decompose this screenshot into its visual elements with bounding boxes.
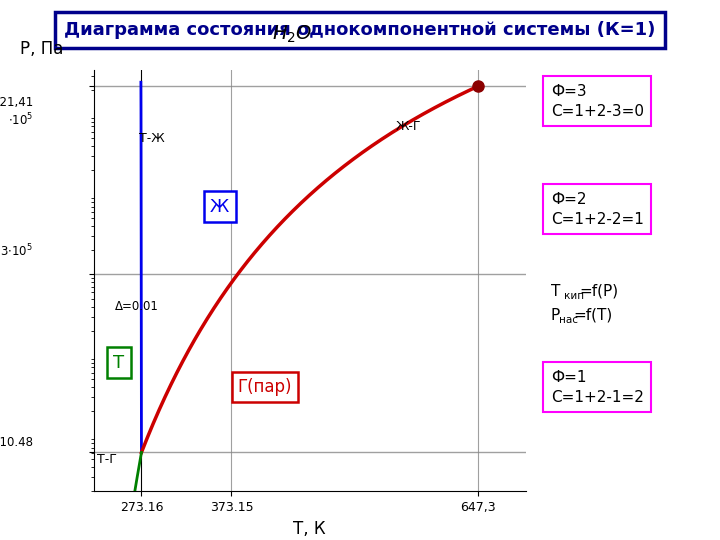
Text: =f(Р): =f(Р) — [580, 284, 618, 299]
Text: кип: кип — [564, 291, 584, 301]
Text: Ф=1
С=1+2-1=2: Ф=1 С=1+2-1=2 — [551, 370, 644, 404]
Text: P, Па: P, Па — [20, 39, 63, 58]
Text: 221,41
$\cdot 10^5$: 221,41 $\cdot 10^5$ — [0, 96, 33, 129]
Text: Δ=0.01: Δ=0.01 — [115, 300, 158, 313]
Text: $1.013{\cdot}10^5$: $1.013{\cdot}10^5$ — [0, 243, 33, 260]
Text: Ф=2
С=1+2-2=1: Ф=2 С=1+2-2=1 — [551, 192, 644, 226]
Text: =f(Т): =f(Т) — [574, 308, 613, 323]
Text: Р: Р — [551, 308, 560, 323]
Text: 610.48: 610.48 — [0, 436, 33, 449]
Text: нас: нас — [559, 315, 577, 325]
Text: Ж: Ж — [210, 198, 229, 215]
Text: Ф=3
С=1+2-3=0: Ф=3 С=1+2-3=0 — [551, 84, 644, 118]
Text: Т-Г: Т-Г — [97, 453, 117, 466]
Text: Ж-Г: Ж-Г — [396, 120, 421, 133]
Text: Т: Т — [113, 354, 125, 372]
Text: Т-Ж: Т-Ж — [139, 132, 165, 145]
Text: Диаграмма состояния однокомпонентной системы (К=1): Диаграмма состояния однокомпонентной сис… — [64, 21, 656, 39]
Text: Г(пар): Г(пар) — [238, 378, 292, 396]
X-axis label: T, К: T, К — [293, 519, 326, 538]
Text: $H_2O$: $H_2O$ — [272, 24, 312, 45]
Text: Т: Т — [551, 284, 560, 299]
